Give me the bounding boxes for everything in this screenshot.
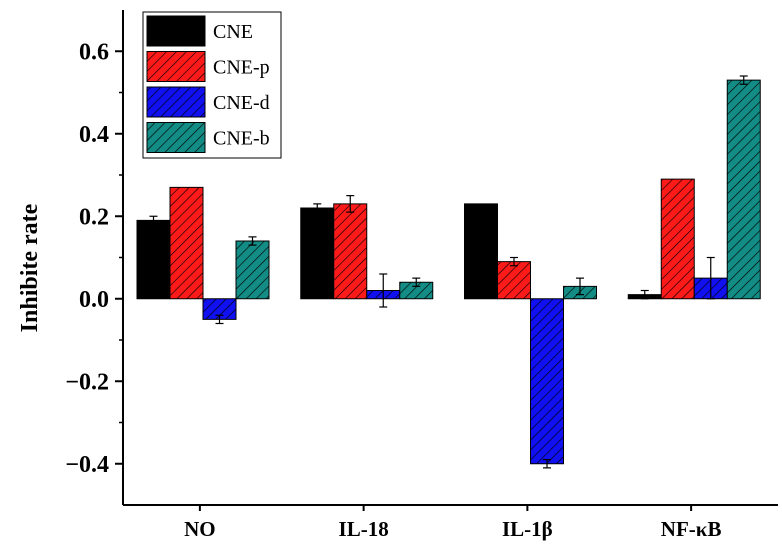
bars-layer (136, 75, 761, 469)
legend: CNE CNE-p CNE-d CNE-b (142, 11, 282, 159)
legend-label-cne-b: CNE-b (213, 128, 270, 150)
y-tick-label: 0.4 (79, 122, 109, 148)
y-tick-label: 0.2 (79, 204, 109, 230)
y-tick-label: −0.2 (65, 369, 109, 395)
bar-cne-b-no (235, 240, 270, 300)
bar-cne-p-nf-b (660, 178, 695, 300)
axes-layer: NO IL-18 IL-1β NF-κB 0.6 0.4 0.2 0.0 −0.2 −0.4 (65, 10, 778, 541)
legend-label-cne-d: CNE-d (213, 92, 270, 114)
y-tick-label: −0.4 (65, 452, 109, 478)
x-tick-label-nf-b: NF-κB (661, 517, 722, 541)
legend-label-cne: CNE (213, 21, 253, 43)
y-tick-label: 0.0 (79, 287, 109, 313)
bar-cne-p-no (169, 186, 204, 300)
legend-swatch-cne-p (146, 51, 206, 82)
legend-swatch-cne (146, 15, 206, 47)
bar-cne-d-il-1 (530, 298, 564, 465)
bar-cne-no (136, 219, 171, 300)
legend-swatch-cne-b (146, 122, 206, 153)
bar-cne-p-il-1 (497, 261, 531, 300)
x-tick-label-il-1: IL-1β (502, 517, 553, 541)
bar-cne-il-1 (464, 203, 498, 300)
bar-cne-p-il-18 (333, 203, 368, 300)
legend-swatch-cne-d (146, 86, 206, 118)
bar-cne-b-nf-b (726, 79, 761, 300)
legend-label-cne-p: CNE-p (213, 57, 270, 79)
x-tick-label-no: NO (184, 517, 216, 541)
bar-cne-il-18 (300, 207, 335, 300)
y-axis-title: Inhibite rate (17, 203, 43, 332)
x-tick-label-il-18: IL-18 (339, 517, 389, 541)
y-tick-label: 0.6 (79, 39, 109, 65)
